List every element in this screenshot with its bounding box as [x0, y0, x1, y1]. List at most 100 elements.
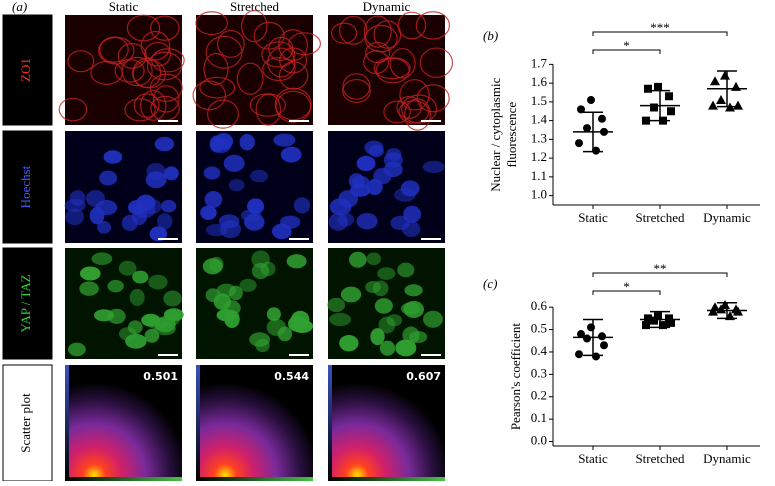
- x-tick-label: Dynamic: [703, 210, 751, 225]
- cell: [327, 297, 346, 313]
- x-tick-label: Static: [578, 210, 608, 225]
- point: [733, 100, 743, 110]
- cell: [267, 47, 296, 78]
- cell: [160, 199, 177, 213]
- cell: [145, 171, 167, 189]
- point: [592, 352, 600, 361]
- cell: [151, 48, 185, 73]
- cell: [340, 286, 362, 303]
- cell: [68, 342, 86, 357]
- point: [600, 341, 608, 350]
- cell: [378, 316, 396, 334]
- cell: [129, 288, 145, 306]
- axis-bar: [328, 477, 445, 481]
- cell: [293, 197, 311, 214]
- cell: [349, 251, 367, 268]
- error-bar: [650, 310, 670, 329]
- cell: [144, 328, 160, 343]
- cell: [366, 178, 383, 196]
- axis-bar: [196, 477, 313, 481]
- y-tick-label: 0.4: [531, 343, 548, 358]
- y-tick-label: 1.5: [531, 93, 547, 108]
- cell: [192, 80, 227, 111]
- cell: [397, 262, 415, 278]
- cell: [374, 298, 393, 314]
- cell: [149, 73, 183, 102]
- cell: [205, 288, 221, 303]
- point: [667, 107, 675, 116]
- cell: [342, 73, 371, 100]
- point: [644, 314, 652, 323]
- y-tick-label: 0.1: [531, 410, 547, 425]
- cell: [67, 50, 95, 73]
- y-tick-label: 0.6: [531, 298, 548, 313]
- significance-bracket: [592, 272, 728, 277]
- error-bar: [583, 318, 603, 357]
- cell: [126, 14, 161, 42]
- point: [720, 70, 730, 80]
- y-tick-label: 1.6: [531, 74, 548, 89]
- cell: [148, 274, 168, 290]
- axis-bar: [196, 365, 200, 481]
- cell: [203, 52, 229, 86]
- point: [577, 105, 585, 114]
- point: [654, 312, 662, 321]
- significance-bracket: [592, 31, 728, 36]
- image: 0.501: [65, 365, 182, 481]
- row-label: Scatter plot: [18, 393, 33, 453]
- point: [716, 95, 726, 104]
- cell: [286, 254, 307, 269]
- cell: [401, 94, 438, 124]
- row-label: YAP / TAZ: [18, 274, 33, 332]
- cell: [329, 198, 352, 216]
- point: [598, 332, 606, 341]
- y-tick-label: 1.7: [531, 55, 548, 70]
- cell: [395, 339, 417, 357]
- cell: [141, 198, 162, 215]
- significance-label: *: [623, 279, 630, 294]
- image: [328, 11, 454, 131]
- point: [642, 116, 650, 125]
- point: [575, 350, 583, 359]
- point: [592, 146, 600, 155]
- cell: [400, 302, 420, 315]
- point: [587, 96, 595, 104]
- image-bg: [328, 15, 445, 125]
- significance-bracket: [592, 290, 661, 295]
- cell: [118, 327, 137, 341]
- cell: [366, 252, 382, 266]
- cell: [69, 190, 86, 206]
- cell: [266, 307, 281, 322]
- cell: [121, 56, 153, 87]
- coefficient: 0.607: [406, 370, 441, 383]
- significance-label: ***: [650, 20, 670, 35]
- cell: [124, 98, 156, 122]
- y-tick-label: 1.3: [531, 130, 547, 145]
- cell: [262, 56, 296, 82]
- cell: [195, 11, 228, 36]
- cell: [328, 212, 348, 231]
- y-tick-label: 0.0: [531, 433, 547, 448]
- cell: [103, 150, 123, 164]
- cell: [379, 340, 396, 356]
- cell: [372, 280, 389, 297]
- point: [644, 84, 652, 93]
- cell: [239, 133, 255, 151]
- plot-bg: [65, 365, 182, 481]
- point: [642, 321, 650, 330]
- image: 0.607: [328, 365, 445, 481]
- row-label-box: [2, 14, 53, 126]
- image: [64, 131, 182, 243]
- cell: [99, 170, 118, 186]
- image: [196, 131, 313, 243]
- cell: [200, 205, 217, 220]
- coefficient: 0.501: [143, 370, 178, 383]
- cell: [152, 85, 180, 113]
- error-bar: [717, 70, 737, 108]
- cell: [389, 48, 416, 79]
- cell: [277, 326, 293, 342]
- cell: [214, 132, 234, 150]
- cell: [364, 140, 384, 155]
- cell: [163, 290, 182, 307]
- point: [583, 334, 591, 343]
